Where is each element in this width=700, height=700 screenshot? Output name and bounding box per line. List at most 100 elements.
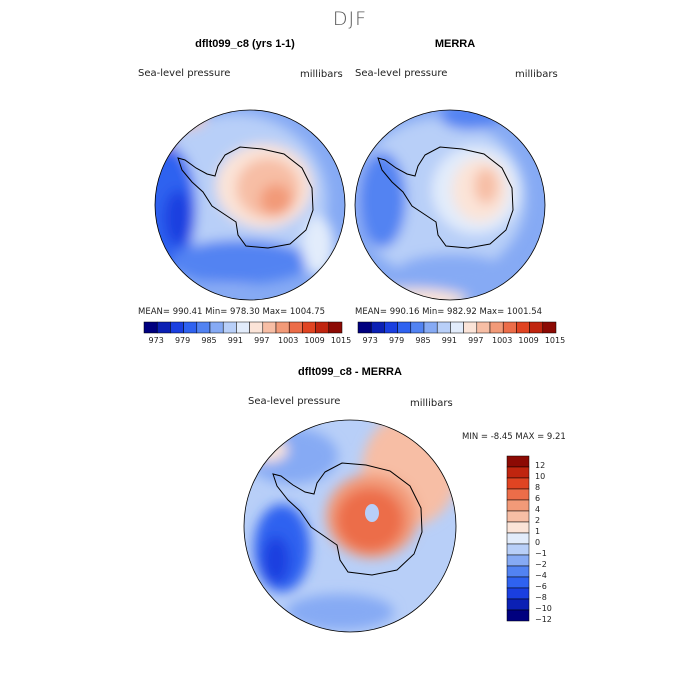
obs-colorbar-swatch (542, 321, 557, 334)
model-high-nw-core (155, 110, 173, 150)
obs-colorbar-swatch (502, 321, 517, 334)
diff-colorbar-tick-label: −10 (535, 604, 552, 613)
model-map-border (154, 109, 346, 301)
obs-colorbar-swatch (476, 321, 491, 334)
model-ridge-east (302, 216, 334, 276)
model-colorbar-swatch (302, 321, 316, 334)
model-colorbar-tick-label: 991 (227, 336, 244, 345)
model-map (155, 110, 345, 300)
diff-colorbar-tick-label: −12 (535, 615, 552, 624)
model-colorbar (143, 321, 343, 334)
model-colorbar-tick-label: 1003 (278, 336, 299, 345)
diff-colorbar-tick-label: 0 (535, 538, 541, 547)
diff-colorbar-swatch (506, 565, 530, 578)
model-colorbar-swatch (183, 321, 198, 334)
diff-colorbar-swatch (506, 499, 530, 512)
diff-colorbar-tick-label: 2 (535, 516, 541, 525)
model-colorbar-swatch (156, 321, 171, 334)
diff-panel-title: dflt099_c8 - MERRA (298, 366, 402, 378)
obs-colorbar-swatch (450, 321, 464, 334)
obs-units-label: millibars (515, 69, 558, 80)
model-colorbar-swatch (275, 321, 290, 334)
obs-colorbar-swatch (410, 321, 425, 334)
obs-colorbar-swatch (370, 321, 385, 334)
model-high-antarctica-core (260, 184, 292, 216)
obs-colorbar-tick-label: 985 (415, 336, 431, 345)
obs-colorbar-tick-label: 1015 (544, 336, 566, 345)
obs-colorbar-swatch (397, 321, 412, 334)
obs-high-antarctica-core (474, 168, 498, 204)
diff-colorbar-tick-label: −6 (535, 582, 547, 591)
obs-colorbar-swatch (436, 321, 451, 334)
obs-colorbar-swatch (516, 321, 530, 334)
diff-colorbar-tick-label: 6 (535, 494, 541, 503)
diff-colorbar-tick-label: 8 (535, 483, 541, 492)
diff-colorbar-swatch (506, 488, 530, 501)
obs-colorbar-tick-label: 973 (362, 336, 378, 345)
diff-colorbar-tick-label: 4 (535, 505, 541, 514)
model-colorbar-tick-label: 997 (254, 336, 270, 345)
obs-colorbar-swatch (423, 321, 438, 334)
diff-map (244, 420, 456, 632)
obs-colorbar (357, 321, 557, 334)
model-colorbar-tick-label: 973 (148, 336, 164, 345)
diff-neg-dome (365, 504, 379, 522)
obs-colorbar-tick-label: 1009 (518, 336, 539, 345)
obs-colorbar-swatch (357, 321, 372, 334)
diff-colorbar (506, 455, 530, 622)
model-low-south (170, 240, 310, 284)
model-units-label: millibars (300, 69, 343, 80)
diff-neg-north (246, 428, 338, 484)
obs-stats: MEAN= 990.16 Min= 982.92 Max= 1001.54 (355, 307, 543, 317)
diff-colorbar-tick-label: −2 (535, 560, 547, 569)
model-panel-title: dflt099_c8 (yrs 1-1) (195, 38, 295, 50)
obs-map-border (354, 109, 546, 301)
obs-colorbar-tick-label: 1003 (492, 336, 513, 345)
model-colorbar-swatch (328, 321, 343, 334)
diff-antarctica-outline (272, 462, 423, 576)
obs-low-north (440, 110, 500, 130)
diff-colorbar-swatch (506, 455, 530, 468)
model-colorbar-swatch (236, 321, 250, 334)
obs-colorbar-swatch (529, 321, 544, 334)
diff-colorbar-tick-label: 12 (535, 461, 546, 470)
obs-colorbar-tick-label: 997 (468, 336, 484, 345)
model-colorbar-swatch (209, 321, 224, 334)
obs-colorbar-swatch (384, 321, 398, 334)
diff-colorbar-swatch (506, 576, 530, 589)
diff-colorbar-swatch (506, 466, 530, 479)
model-antarctica-outline (177, 146, 314, 249)
diff-colorbar-swatch (506, 554, 530, 567)
diff-colorbar-swatch (506, 609, 530, 622)
model-low-core (164, 190, 192, 246)
obs-low-south (396, 254, 508, 290)
obs-antarctica-outline (377, 146, 514, 249)
model-colorbar-swatch (196, 321, 211, 334)
obs-map (355, 110, 545, 300)
model-field-label: Sea-level pressure (138, 68, 231, 79)
model-colorbar-tick-label: 985 (201, 336, 217, 345)
obs-colorbar-swatch (463, 321, 478, 334)
diff-colorbar-swatch (506, 598, 530, 611)
diff-stats: MIN = -8.45 MAX = 9.21 (462, 432, 566, 442)
diff-colorbar-swatch (506, 477, 530, 490)
model-colorbar-swatch (143, 321, 158, 334)
obs-low-west (358, 152, 406, 248)
diff-colorbar-swatch (506, 587, 530, 600)
model-colorbar-tick-label: 979 (174, 336, 191, 345)
model-colorbar-tick-label: 1009 (304, 336, 325, 345)
diff-colorbar-tick-label: −8 (535, 593, 547, 602)
diff-colorbar-tick-label: −1 (535, 549, 547, 558)
diff-colorbar-tick-label: 10 (535, 472, 546, 481)
model-colorbar-swatch (288, 321, 303, 334)
model-colorbar-tick-label: 1015 (330, 336, 352, 345)
diff-colorbar-tick-label: −4 (535, 571, 547, 580)
diff-units-label: millibars (410, 398, 453, 409)
diff-field-label: Sea-level pressure (248, 396, 341, 407)
model-colorbar-swatch (262, 321, 277, 334)
diff-colorbar-swatch (506, 543, 530, 556)
diff-colorbar-swatch (506, 521, 530, 534)
obs-colorbar-tick-label: 991 (441, 336, 458, 345)
diff-colorbar-swatch (506, 510, 530, 523)
